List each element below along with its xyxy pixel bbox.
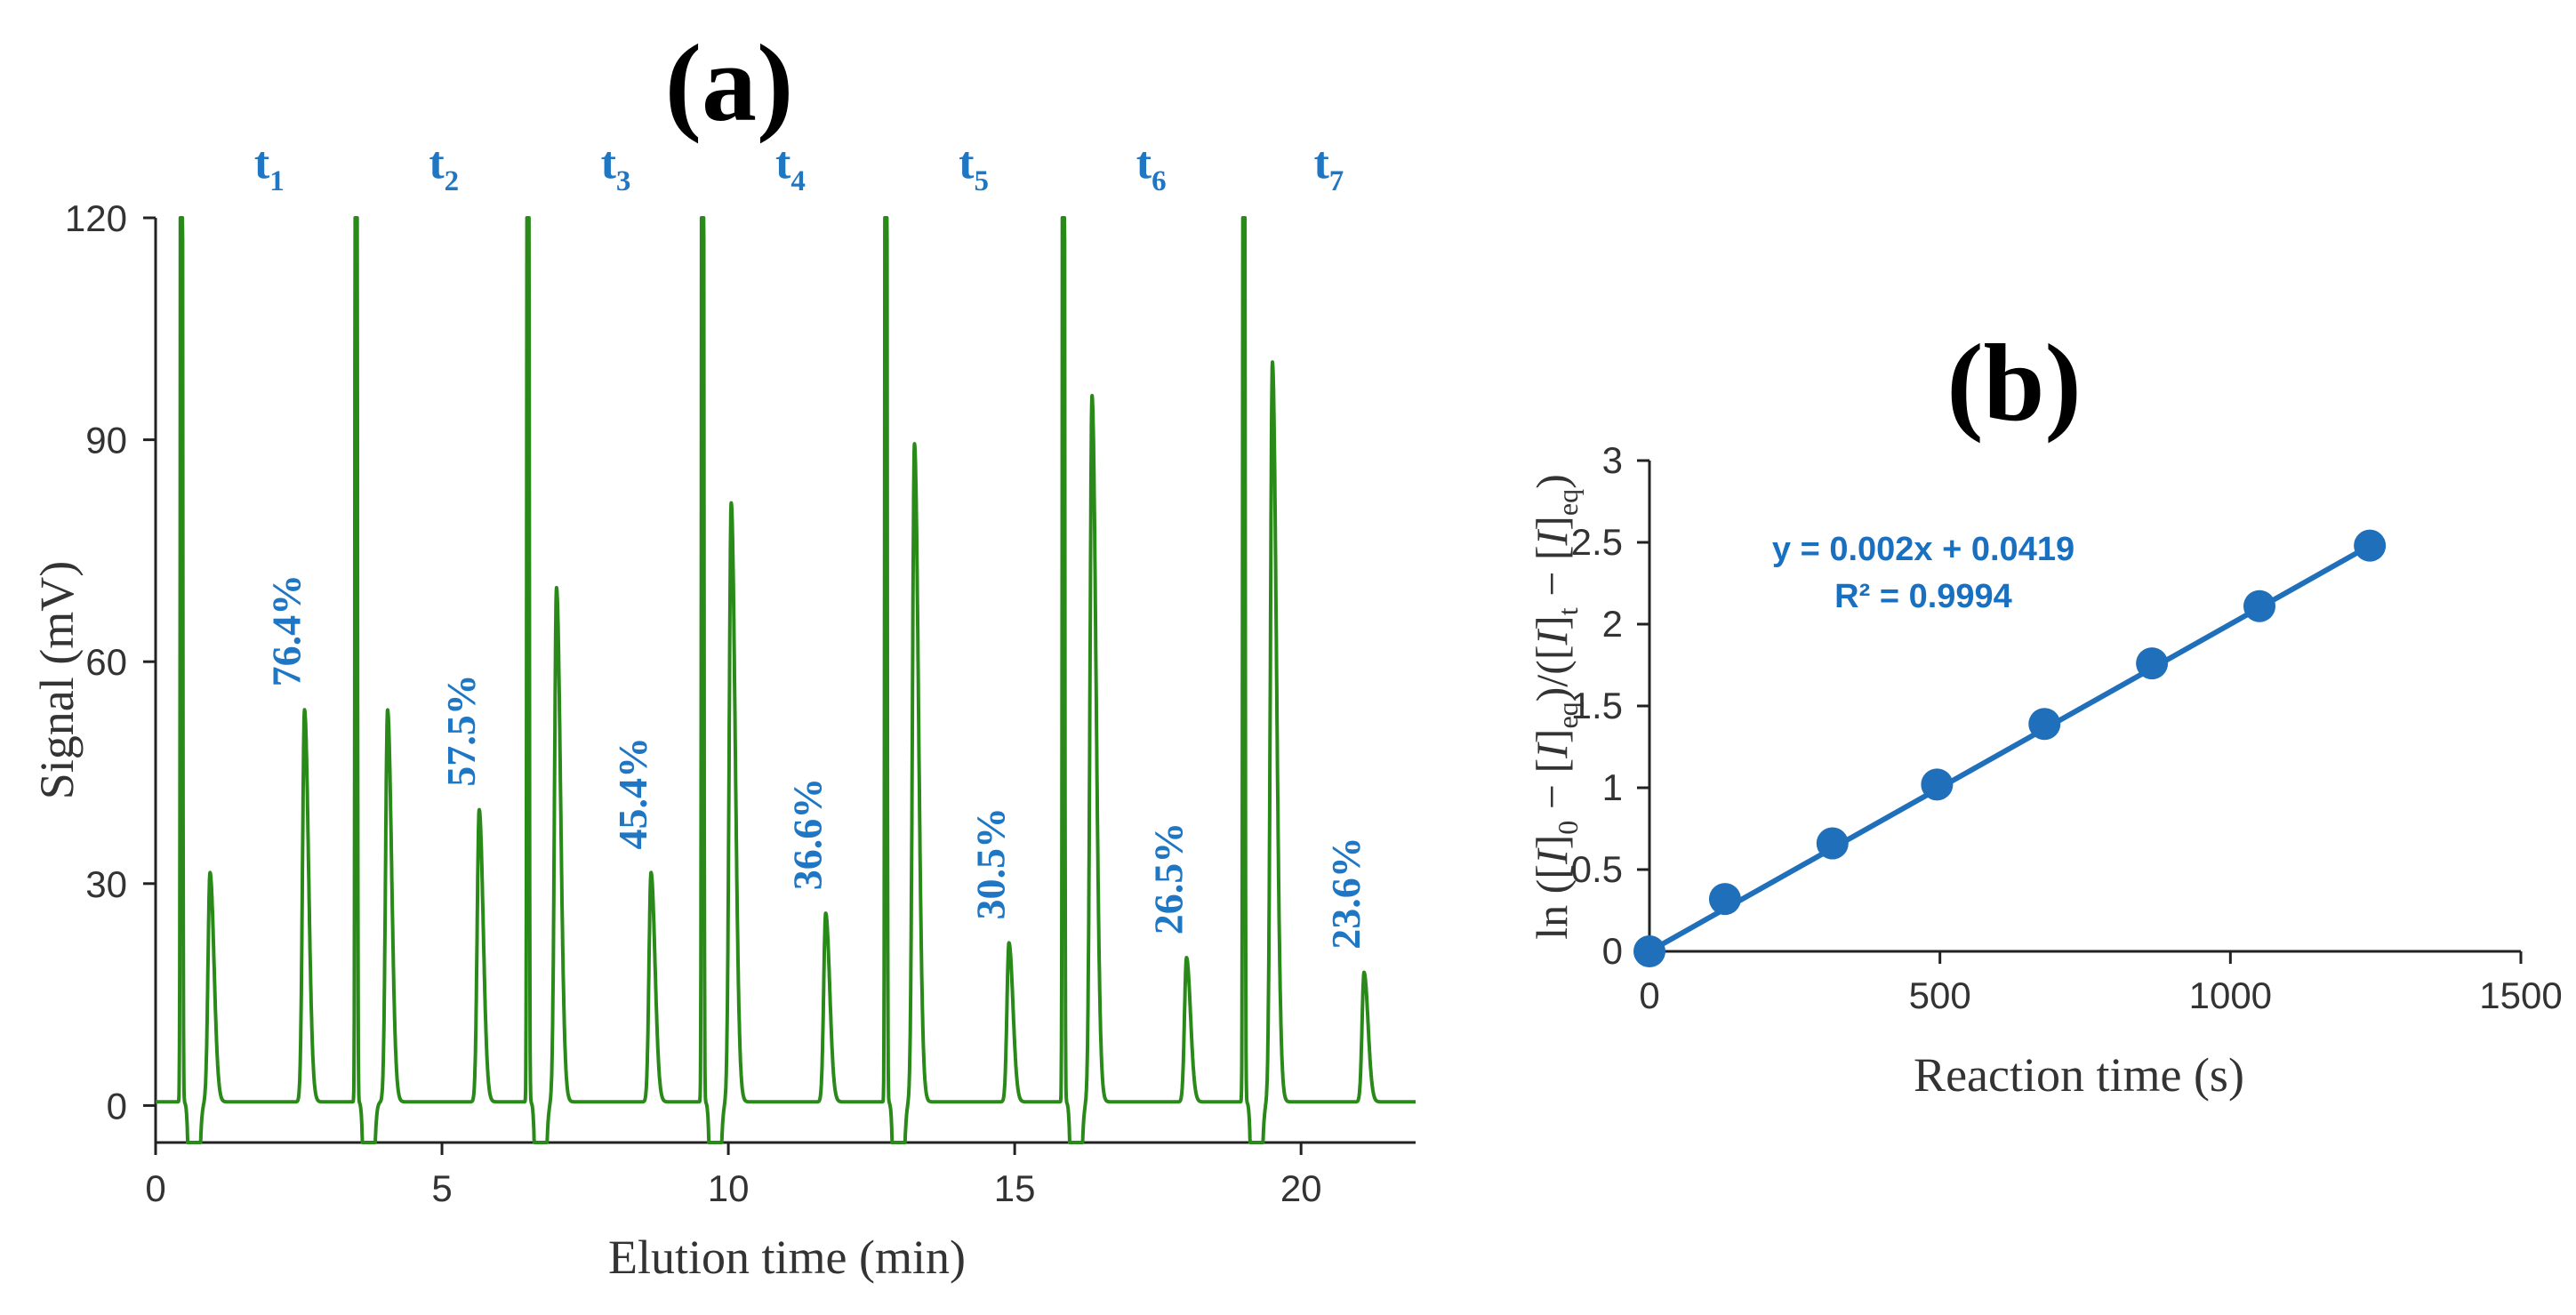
panel-a-y-ticks: 0 30 60 90 120 [65,197,156,1127]
panel-a-y-axis-title: Signal (mV) [30,561,84,799]
x-tick-label: 15 [994,1167,1036,1209]
time-point-label: t1 [254,138,285,197]
panel-a-chromatogram: (a) t1 t2 t3 t4 t5 t6 t7 0 30 60 90 120 0 5 10 15 20 7… [30,22,1417,1284]
conversion-percent: 57.5% [438,674,484,787]
x-tick-label: 1000 [2189,974,2272,1016]
y-tick-label: 60 [85,641,127,683]
fit-r-squared: R² = 0.9994 [1834,578,2012,615]
data-point [2243,589,2275,622]
y-tick-label: 1.5 [1571,685,1623,726]
data-point [1816,827,1849,860]
data-point [2028,708,2061,741]
y-tick-label: 3 [1602,439,1623,481]
time-point-label: t7 [1313,138,1344,197]
x-tick-label: 500 [1909,974,1971,1016]
y-tick-label: 0.5 [1571,848,1623,890]
panel-a-x-axis-title: Elution time (min) [608,1231,966,1284]
time-point-labels: t1 t2 t3 t4 t5 t6 t7 [254,138,1344,197]
conversion-percent: 76.4% [264,574,309,687]
x-tick-label: 0 [1639,974,1659,1016]
y-tick-label: 2 [1602,603,1623,645]
conversion-percent: 45.4% [610,737,655,850]
panel-a-axes [154,218,1416,1144]
panel-a-label: (a) [665,22,794,144]
panel-b-y-axis-title: ln ([I]0 − [I]eq)/([I]t − [I]eq) [1527,474,1584,939]
data-points [1633,529,2387,967]
panel-a-x-ticks: 0 5 10 15 20 [145,1143,1322,1209]
time-point-label: t5 [959,138,989,197]
conversion-percent: 23.6% [1323,837,1368,950]
panel-b-y-ticks: 0 0.5 1 1.5 2 2.5 3 [1571,439,1649,972]
time-point-label: t3 [601,138,631,197]
y-tick-label: 2.5 [1571,521,1623,563]
x-tick-label: 0 [145,1167,165,1209]
data-point [1921,768,1954,801]
conversion-percent: 36.6% [785,778,831,891]
time-point-label: t4 [775,138,806,197]
y-tick-label: 0 [1602,930,1623,972]
data-point [1633,935,1665,967]
x-tick-label: 1500 [2479,974,2562,1016]
panel-b-kinetics: (b) 0 0.5 1 1.5 2 2.5 3 0 500 1000 1500 y = 0.002… [1527,322,2563,1102]
y-tick-label: 0 [107,1085,127,1127]
data-point [2136,647,2169,680]
data-point [2354,529,2387,562]
panel-b-x-ticks: 0 500 1000 1500 [1639,951,2563,1016]
y-tick-label: 1 [1602,766,1623,808]
panel-b-label: (b) [1946,322,2082,444]
y-tick-label: 120 [65,197,127,239]
panel-b-x-axis-title: Reaction time (s) [1914,1048,2244,1102]
y-tick-label: 90 [85,420,127,461]
conversion-percent-labels: 76.4% 57.5% 45.4% 36.6% 30.5% 26.5% 23.6% [264,574,1369,950]
conversion-percent: 26.5% [1145,822,1191,935]
data-point [1708,883,1741,916]
x-tick-label: 20 [1280,1167,1322,1209]
fit-equation: y = 0.002x + 0.0419 [1772,531,2074,568]
x-tick-label: 10 [708,1167,750,1209]
conversion-percent: 30.5% [968,807,1014,920]
x-tick-label: 5 [431,1167,452,1209]
y-tick-label: 30 [85,863,127,905]
time-point-label: t2 [429,138,459,197]
time-point-label: t6 [1136,138,1167,197]
chromatogram-trace [154,216,1417,1144]
